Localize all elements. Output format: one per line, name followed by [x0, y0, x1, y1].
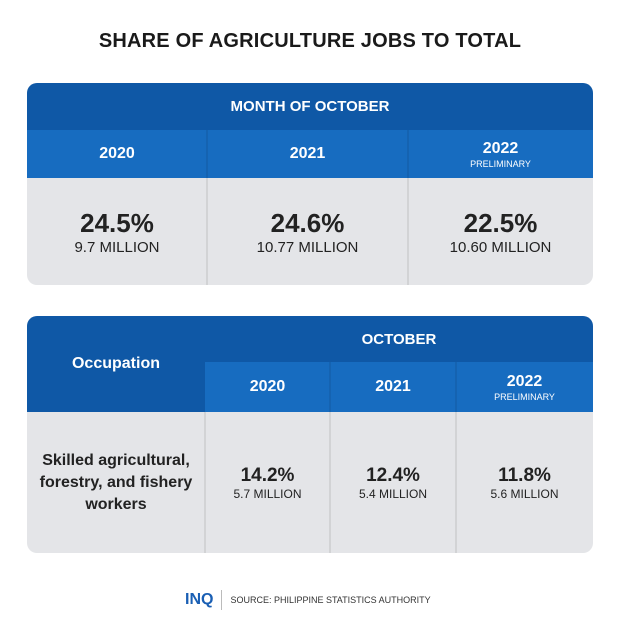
- year-header: 2020: [99, 144, 135, 162]
- october-header: OCTOBER: [205, 316, 593, 362]
- value-cell: 24.5% 9.7 MILLION: [27, 178, 207, 285]
- jobs-count: 10.60 MILLION: [449, 238, 552, 256]
- table-occupation: Occupation OCTOBER Skilled agricultural,…: [27, 316, 593, 553]
- share-percent: 14.2%: [240, 464, 295, 486]
- jobs-count: 5.7 MILLION: [233, 486, 302, 501]
- occupation-header: Occupation: [27, 316, 205, 412]
- value-cell: 14.2% 5.7 MILLION: [205, 412, 330, 553]
- year-header: 2020: [249, 377, 286, 395]
- table-month-of-october: MONTH OF OCTOBER 2020 24.5% 9.7 MILLION 202…: [27, 83, 593, 285]
- page-title: SHARE OF AGRICULTURE JOBS TO TOTAL: [98, 30, 522, 52]
- jobs-count: 5.4 MILLION: [358, 486, 428, 501]
- value-cell: 22.5% 10.60 MILLION: [408, 178, 593, 285]
- value-cell: 12.4% 5.4 MILLION: [330, 412, 456, 553]
- jobs-count: 10.77 MILLION: [256, 238, 359, 256]
- footer: INQ SOURCE: PHILIPPINE STATISTICS AUTHOR…: [185, 590, 431, 610]
- share-percent: 12.4%: [366, 464, 420, 486]
- year-header: 2021: [375, 377, 411, 395]
- year-header: 2022 PRELIMINARY: [494, 372, 555, 402]
- value-cell: 24.6% 10.77 MILLION: [207, 178, 408, 285]
- share-percent: 24.6%: [270, 207, 345, 238]
- occupation-cell: Skilled agricultural, forestry, and fish…: [39, 451, 193, 513]
- share-percent: 11.8%: [498, 464, 551, 486]
- year-header: 2022 PRELIMINARY: [470, 139, 531, 169]
- share-percent: 22.5%: [463, 207, 538, 238]
- jobs-count: 5.6 MILLION: [490, 486, 559, 501]
- year-header: 2021: [289, 144, 326, 162]
- table-header: MONTH OF OCTOBER: [27, 83, 593, 130]
- value-cell: 11.8% 5.6 MILLION: [456, 412, 593, 553]
- share-percent: 24.5%: [80, 207, 154, 238]
- inq-logo: INQ: [185, 591, 214, 608]
- source-text: SOURCE: PHILIPPINE STATISTICS AUTHORITY: [230, 595, 431, 605]
- divider: [221, 590, 223, 610]
- jobs-count: 9.7 MILLION: [74, 238, 160, 256]
